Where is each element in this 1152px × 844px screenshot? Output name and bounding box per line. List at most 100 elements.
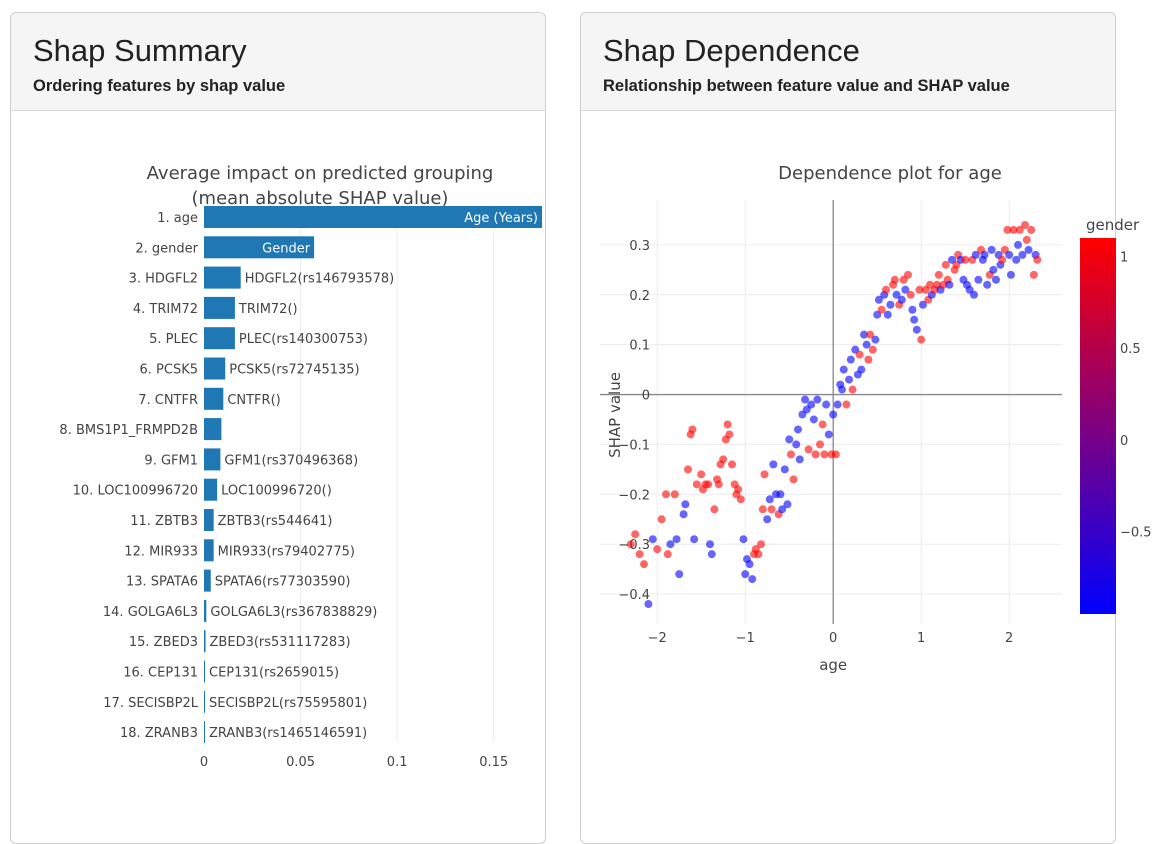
- scatter-point-49: [757, 540, 766, 549]
- category-label-4: 4. TRIM72: [133, 302, 198, 317]
- category-label-2: 2. gender: [135, 241, 198, 256]
- scatter-point-108: [886, 300, 895, 309]
- category-label-14: 14. GOLGA6L3: [103, 605, 198, 620]
- scatter-point-172: [1027, 225, 1036, 234]
- scatter-point-53: [765, 495, 774, 504]
- scatter-point-30: [714, 480, 723, 489]
- scatter-point-122: [917, 335, 926, 344]
- shap-dependence-card: Shap Dependence Relationship between fea…: [580, 12, 1116, 844]
- bar-label-13: SPATA6(rs77303590): [215, 575, 351, 590]
- scatter-point-146: [970, 290, 978, 299]
- scatter-point-41: [739, 535, 748, 544]
- bar-label-15: ZBED3(rs531117283): [210, 635, 351, 650]
- scatter-point-72: [807, 400, 816, 409]
- y-tick-label-5: 0.1: [629, 339, 650, 354]
- scatter-point-169: [1021, 220, 1030, 229]
- scatter-point-34: [723, 420, 732, 429]
- y-axis-label: SHAP value: [606, 372, 624, 458]
- scatter-point-50: [758, 505, 767, 514]
- scatter-point-155: [989, 265, 998, 274]
- y-tick-label-0: −0.4: [618, 588, 650, 603]
- bar-label-11: ZBTB3(rs544641): [218, 514, 333, 529]
- scatter-point-25: [704, 480, 713, 489]
- scatter-point-100: [868, 345, 877, 354]
- chart-title-line-1: Average impact on predicted grouping: [147, 163, 494, 184]
- scatter-point-45: [748, 575, 757, 584]
- scatter-point-104: [877, 305, 886, 314]
- scatter-point-84: [833, 400, 842, 409]
- bar-1: [204, 206, 542, 228]
- shap-summary-subtitle: Ordering features by shap value: [33, 77, 286, 95]
- scatter-point-130: [934, 270, 943, 279]
- scatter-point-94: [855, 350, 864, 359]
- scatter-point-39: [734, 485, 743, 494]
- scatter-point-51: [760, 470, 769, 479]
- x-tick-label-0: 0: [200, 755, 208, 770]
- scatter-point-87: [839, 365, 848, 374]
- scatter-point-135: [945, 280, 954, 289]
- scatter-point-167: [1015, 225, 1024, 234]
- scatter-point-22: [697, 470, 706, 479]
- bar-label-18: ZRANB3(rs1465146591): [209, 726, 367, 741]
- scatter-point-170: [1022, 235, 1031, 244]
- category-label-12: 12. MIR933: [124, 544, 198, 559]
- scatter-point-142: [961, 255, 970, 264]
- scatter-point-44: [745, 560, 754, 569]
- scatter-point-82: [829, 410, 838, 419]
- scatter-point-2: [631, 530, 640, 539]
- scatter-point-21: [692, 480, 701, 489]
- scatter-point-116: [904, 270, 912, 279]
- scatter-point-77: [818, 420, 827, 429]
- scatter-point-168: [1018, 250, 1027, 259]
- scatter-point-118: [908, 305, 917, 314]
- scatter-point-69: [801, 395, 810, 404]
- scatter-point-66: [794, 425, 802, 434]
- scatter-point-17: [684, 465, 692, 474]
- scatter-point-98: [864, 355, 873, 364]
- scatter-point-78: [820, 450, 829, 459]
- scatter-point-103: [874, 295, 883, 304]
- scatter-point-152: [983, 280, 992, 289]
- x-tick-label-2: 0: [829, 631, 837, 646]
- scatter-point-123: [918, 300, 927, 309]
- scatter-point-74: [811, 450, 820, 459]
- category-label-8: 8. BMS1P1_FRMPD2B: [59, 423, 198, 438]
- shap-dependence-title: Shap Dependence: [603, 33, 860, 68]
- scatter-point-64: [789, 475, 798, 484]
- scatter-point-73: [809, 415, 818, 424]
- scatter-point-88: [842, 400, 851, 409]
- bar-label-16: CEP131(rs2659015): [209, 666, 339, 681]
- scatter-point-61: [783, 500, 792, 509]
- colorbar-tick-label-0: 1: [1120, 250, 1128, 265]
- bar-14: [204, 599, 207, 622]
- x-tick-label-0: −2: [648, 631, 667, 646]
- y-tick-label-7: 0.3: [629, 239, 650, 254]
- scatter-point-62: [785, 435, 794, 444]
- scatter-point-14: [675, 570, 684, 579]
- bar-15: [204, 630, 206, 653]
- colorbar-tick-label-1: 0.5: [1120, 342, 1141, 357]
- shap-dependence-subtitle: Relationship between feature value and S…: [603, 77, 1010, 95]
- category-label-6: 6. PCSK5: [140, 363, 199, 378]
- scatter-point-90: [846, 355, 855, 364]
- scatter-point-107: [883, 310, 892, 319]
- shap-summary-title: Shap Summary: [33, 33, 247, 68]
- scatter-point-175: [1033, 255, 1042, 264]
- scatter-point-75: [813, 395, 822, 404]
- scatter-point-171: [1024, 245, 1033, 254]
- scatter-point-154: [987, 245, 996, 254]
- scatter-point-156: [992, 275, 1000, 284]
- scatter-point-27: [707, 550, 716, 559]
- scatter-point-8: [657, 515, 666, 524]
- y-tick-label-3: −0.1: [618, 438, 650, 453]
- x-tick-label-1: −1: [736, 631, 755, 646]
- scatter-point-166: [1014, 240, 1022, 249]
- bar-8: [204, 418, 222, 441]
- bar-label-9: GFM1(rs370496368): [224, 453, 358, 468]
- scatter-point-59: [778, 505, 787, 514]
- scatter-point-7: [653, 545, 662, 554]
- scatter-point-115: [901, 285, 910, 294]
- bar-label-2: Gender: [262, 241, 311, 256]
- category-label-16: 16. CEP131: [123, 666, 198, 681]
- scatter-point-101: [871, 335, 880, 344]
